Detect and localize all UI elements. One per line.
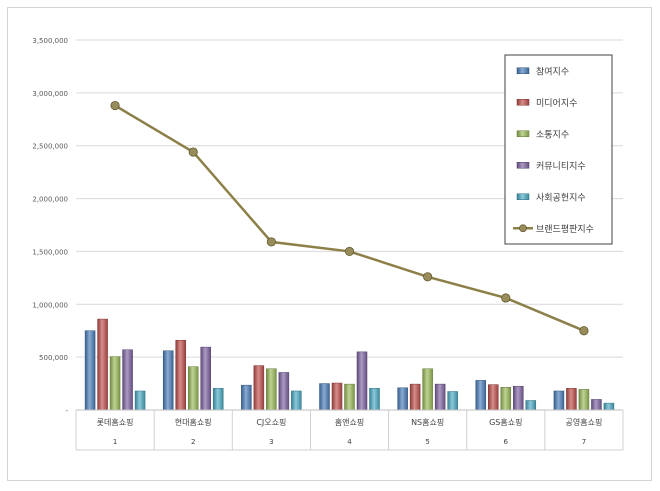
- bar: [134, 390, 146, 411]
- rank-label: 4: [347, 438, 352, 446]
- legend-swatch: [516, 162, 530, 169]
- bar-series: [84, 318, 615, 411]
- bar: [434, 383, 446, 411]
- legend-swatch: [516, 99, 530, 106]
- line-point: [423, 272, 433, 282]
- bar: [500, 387, 512, 411]
- line-point: [344, 246, 355, 257]
- line-point: [188, 147, 198, 157]
- bar: [266, 368, 277, 411]
- bar: [488, 384, 499, 411]
- bar: [278, 372, 290, 411]
- rank-label: 2: [191, 438, 195, 446]
- bar: [553, 390, 565, 411]
- y-tick-label: 2,500,000: [32, 143, 68, 151]
- x-tick-label: CJ오쇼핑: [256, 417, 286, 427]
- bar: [422, 368, 433, 411]
- bar: [344, 383, 355, 411]
- bar: [578, 389, 590, 411]
- y-tick-label: 3,500,000: [32, 37, 68, 45]
- legend-label: 미디어지수: [536, 98, 577, 109]
- line-point: [501, 293, 511, 303]
- bar: [331, 382, 343, 411]
- legend-swatch: [516, 193, 530, 200]
- y-tick-label: 1,500,000: [32, 248, 68, 256]
- rank-label: 1: [113, 438, 117, 446]
- rank-label: 5: [425, 438, 429, 446]
- bar: [241, 384, 252, 411]
- bar: [253, 365, 265, 411]
- bar: [356, 351, 368, 411]
- bar: [525, 400, 537, 411]
- rank-label: 6: [504, 438, 509, 446]
- legend-label: 사회공헌지수: [536, 192, 586, 203]
- bar: [200, 346, 211, 411]
- x-tick-label: 롯데홈쇼핑: [97, 417, 134, 427]
- legend-swatch-marker: [519, 224, 527, 233]
- bar: [212, 388, 224, 411]
- bar: [591, 399, 602, 411]
- bar: [291, 390, 302, 411]
- x-tick-label: GS홈쇼핑: [489, 417, 522, 427]
- bar: [447, 391, 458, 411]
- brand-reputation-chart: - 500,000 1,000,000 1,500,000 2,000,000 2,500…: [32, 37, 624, 451]
- x-tick-label: 현대홈쇼핑: [175, 417, 212, 427]
- line-point: [266, 237, 276, 247]
- bar: [97, 318, 108, 411]
- legend-box: [504, 54, 613, 245]
- rank-label: 7: [582, 438, 586, 446]
- bar: [319, 383, 330, 411]
- bar: [187, 366, 199, 411]
- y-tick-label: -: [65, 407, 68, 415]
- bar: [603, 402, 615, 411]
- rank-label: 3: [269, 438, 273, 446]
- bar: [84, 330, 96, 411]
- legend-swatch: [516, 67, 530, 74]
- y-tick-label: 1,000,000: [32, 301, 68, 309]
- bar: [397, 387, 408, 411]
- legend-label: 소통지수: [536, 129, 569, 140]
- y-tick-label: 3,000,000: [32, 90, 68, 98]
- bar: [122, 349, 133, 411]
- y-tick-label: 2,000,000: [32, 196, 68, 204]
- bar: [109, 356, 121, 411]
- legend-swatch: [516, 130, 530, 137]
- chart-frame: - 500,000 1,000,000 1,500,000 2,000,000 2,500…: [7, 7, 652, 481]
- x-tick-label: NS홈쇼핑: [411, 417, 444, 427]
- legend-label: 참여지수: [536, 65, 569, 77]
- bar: [162, 350, 174, 411]
- x-tick-label: 홈앤쇼핑: [335, 417, 364, 427]
- bar: [409, 383, 421, 411]
- line-point: [110, 100, 120, 111]
- bar: [566, 388, 577, 411]
- bar: [369, 388, 380, 411]
- y-axis-tick-labels: - 500,000 1,000,000 1,500,000 2,000,000 2,500…: [32, 37, 68, 415]
- x-tick-label: 공영홈쇼핑: [566, 417, 603, 427]
- legend-label: 커뮤니티지수: [536, 161, 586, 172]
- bar: [175, 339, 186, 411]
- bar: [513, 385, 524, 411]
- x-axis: 롯데홈쇼핑 1 현대홈쇼핑 2 CJ오쇼핑 3 홈앤쇼핑 4 NS홈쇼핑 5 GS홈쇼핑 6 공영홈쇼핑…: [75, 409, 624, 451]
- y-tick-label: 500,000: [39, 354, 68, 362]
- line-point: [579, 326, 589, 336]
- bar: [475, 380, 487, 411]
- legend-label: 브랜드평판지수: [536, 224, 594, 235]
- line-series: [110, 100, 589, 336]
